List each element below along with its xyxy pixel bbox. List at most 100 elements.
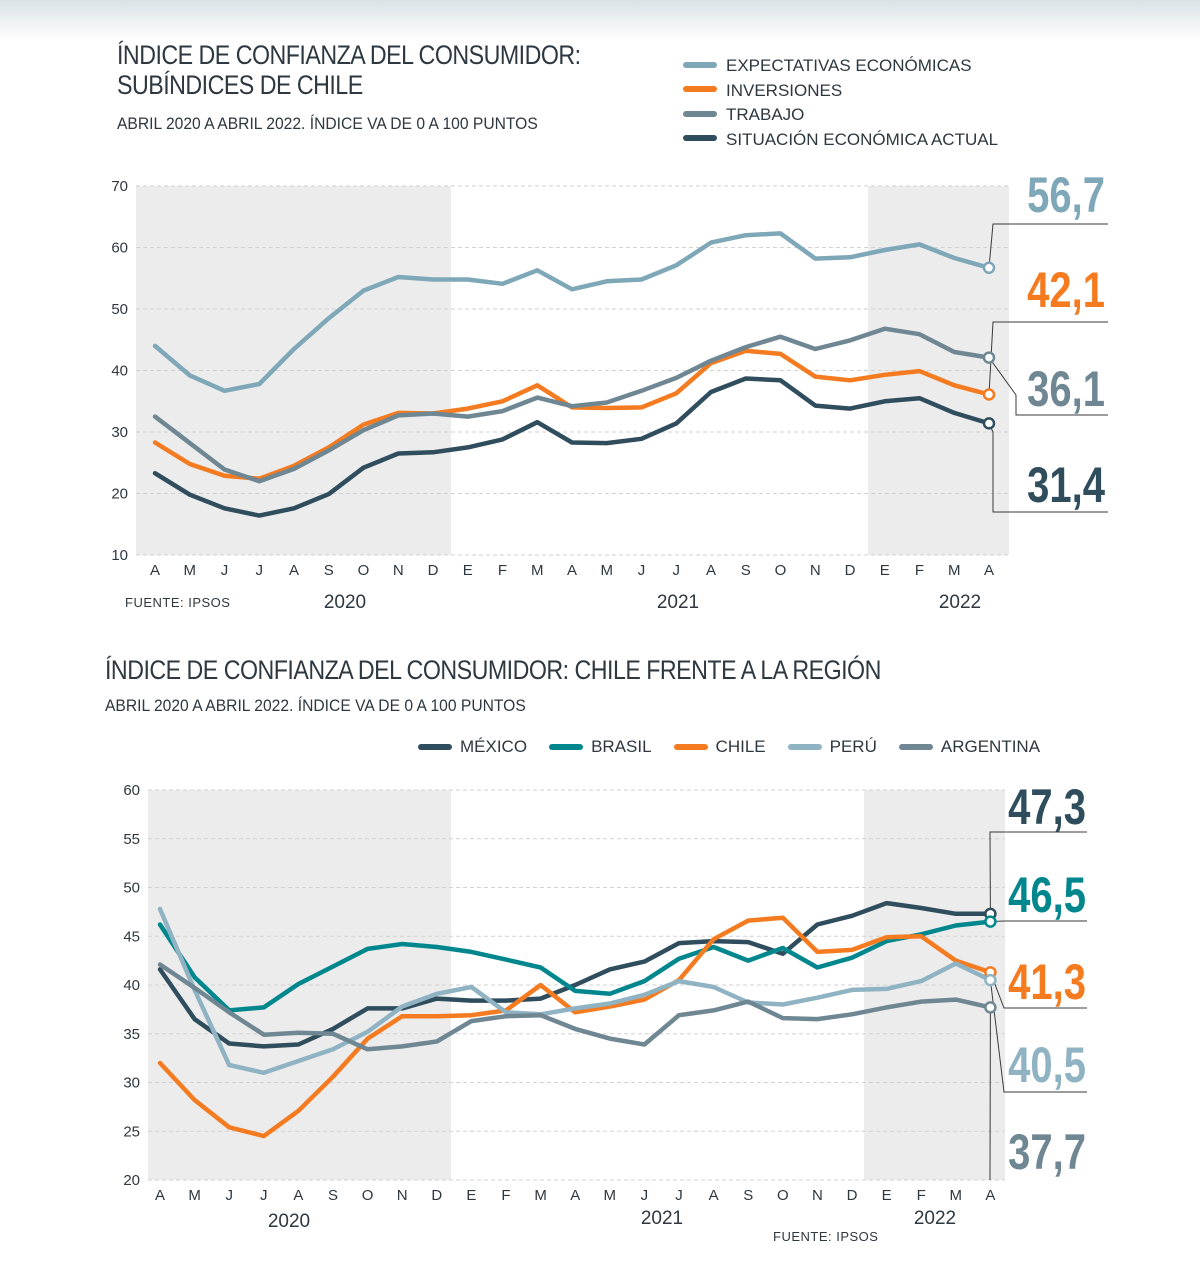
- x-tick-label: F: [501, 1187, 510, 1204]
- x-tick-label: A: [155, 1187, 165, 1204]
- x-tick-label: J: [260, 1187, 268, 1204]
- legend-item: TRABAJO: [683, 103, 998, 128]
- legend-item: INVERSIONES: [683, 79, 998, 104]
- end-marker: [984, 973, 997, 987]
- legend-item: CHILE: [673, 737, 766, 757]
- legend-swatch: [683, 86, 717, 93]
- x-tick-label: O: [777, 1187, 789, 1204]
- x-tick-label: M: [604, 1187, 617, 1204]
- x-tick-label: D: [845, 562, 856, 579]
- series-line-3: [157, 915, 993, 1139]
- legend-item: EXPECTATIVAS ECONÓMICAS: [683, 54, 998, 79]
- year-label: 2020: [324, 592, 366, 613]
- x-tick-label: A: [709, 1187, 719, 1204]
- year-label: 2022: [914, 1208, 956, 1229]
- x-tick-label: A: [289, 562, 299, 579]
- chart2-subtitle: ABRIL 2020 A ABRIL 2022. ÍNDICE VA DE 0 …: [105, 696, 526, 715]
- end-value-label: 56,7: [1027, 167, 1105, 223]
- x-tick-label: J: [256, 562, 264, 579]
- end-value-label: 37,7: [1008, 1124, 1086, 1180]
- x-tick-label: A: [567, 562, 577, 579]
- x-tick-label: A: [985, 1187, 995, 1204]
- y-tick-label: 20: [123, 1172, 140, 1189]
- y-tick-label: 60: [111, 240, 128, 257]
- x-tick-label: F: [915, 562, 924, 579]
- x-tick-label: M: [950, 1187, 963, 1204]
- series-line-3: [152, 326, 992, 484]
- legend-swatch: [418, 744, 452, 750]
- y-tick-label: 10: [111, 547, 128, 564]
- end-value-label: 47,3: [1008, 779, 1086, 835]
- legend-swatch: [898, 744, 933, 750]
- x-tick-label: M: [188, 1187, 201, 1204]
- y-tick-label: 50: [111, 301, 128, 318]
- x-tick-label: A: [570, 1187, 580, 1204]
- callout-line: [988, 223, 1108, 268]
- x-tick-label: D: [428, 562, 439, 579]
- legend-item: ARGENTINA: [898, 737, 1040, 757]
- chart1-legend: EXPECTATIVAS ECONÓMICAS INVERSIONES TRAB…: [683, 54, 998, 152]
- x-tick-label: J: [675, 1187, 683, 1204]
- series-line-1: [157, 900, 993, 1049]
- y-tick-label: 35: [123, 1026, 140, 1043]
- x-tick-label: O: [362, 1187, 374, 1204]
- top-band: [0, 0, 1200, 40]
- year-label: 2022: [939, 592, 981, 613]
- chart2-title: ÍNDICE DE CONFIANZA DEL CONSUMIDOR: CHIL…: [105, 655, 881, 685]
- chart1-title: ÍNDICE DE CONFIANZA DEL CONSUMIDOR: SUBÍ…: [117, 40, 581, 100]
- x-tick-label: J: [225, 1187, 233, 1204]
- y-tick-label: 50: [123, 880, 140, 897]
- legend-swatch: [683, 135, 717, 142]
- x-tick-label: O: [775, 562, 787, 579]
- y-tick-label: 20: [111, 486, 128, 503]
- x-tick-label: D: [847, 1187, 858, 1204]
- year-label: 2020: [268, 1211, 310, 1232]
- legend-swatch: [683, 61, 717, 68]
- x-tick-label: J: [638, 562, 646, 579]
- x-tick-label: E: [466, 1187, 476, 1204]
- legend-item: SITUACIÓN ECONÓMICA ACTUAL: [683, 128, 998, 153]
- y-tick-label: 30: [111, 424, 128, 441]
- callout-line: [988, 357, 1108, 416]
- x-tick-label: S: [743, 1187, 753, 1204]
- legend-item: MÉXICO: [418, 737, 527, 757]
- x-tick-label: M: [534, 1187, 547, 1204]
- legend-swatch: [549, 744, 584, 750]
- chart1-subtitle: ABRIL 2020 A ABRIL 2022. ÍNDICE VA DE 0 …: [117, 114, 538, 133]
- series-line-5: [157, 962, 993, 1052]
- end-value-label: 36,1: [1027, 361, 1105, 417]
- series-line-4: [157, 906, 993, 1076]
- x-tick-label: M: [531, 562, 544, 579]
- legend-swatch: [673, 744, 708, 750]
- x-tick-label: N: [397, 1187, 408, 1204]
- legend-item: BRASIL: [549, 737, 652, 757]
- x-tick-label: N: [810, 562, 821, 579]
- end-value-label: 42,1: [1027, 262, 1105, 318]
- end-value-label: 31,4: [1027, 457, 1105, 513]
- callout-line: [989, 831, 1087, 914]
- x-tick-label: J: [221, 562, 229, 579]
- chart1-source: FUENTE: IPSOS: [125, 595, 231, 610]
- x-tick-label: F: [498, 562, 507, 579]
- y-tick-label: 40: [111, 363, 128, 380]
- x-tick-label: E: [463, 562, 473, 579]
- x-tick-label: A: [706, 562, 716, 579]
- chart2-source: FUENTE: IPSOS: [773, 1229, 879, 1244]
- x-tick-label: N: [812, 1187, 823, 1204]
- series-line-4: [152, 376, 992, 518]
- end-marker: [982, 351, 996, 364]
- end-marker: [982, 261, 996, 275]
- x-tick-label: M: [184, 562, 197, 579]
- x-tick-label: M: [948, 562, 961, 579]
- x-tick-label: E: [882, 1187, 892, 1204]
- series-line-1: [152, 231, 992, 394]
- chart2-legend: MÉXICO BRASIL CHILE PERÚ ARGENTINA: [418, 737, 1062, 757]
- x-tick-label: F: [917, 1187, 926, 1204]
- y-tick-label: 55: [123, 831, 140, 848]
- y-tick-label: 70: [111, 178, 128, 195]
- series-line-2: [157, 919, 993, 1013]
- y-tick-label: 40: [123, 977, 140, 994]
- end-value-label: 41,3: [1008, 954, 1086, 1010]
